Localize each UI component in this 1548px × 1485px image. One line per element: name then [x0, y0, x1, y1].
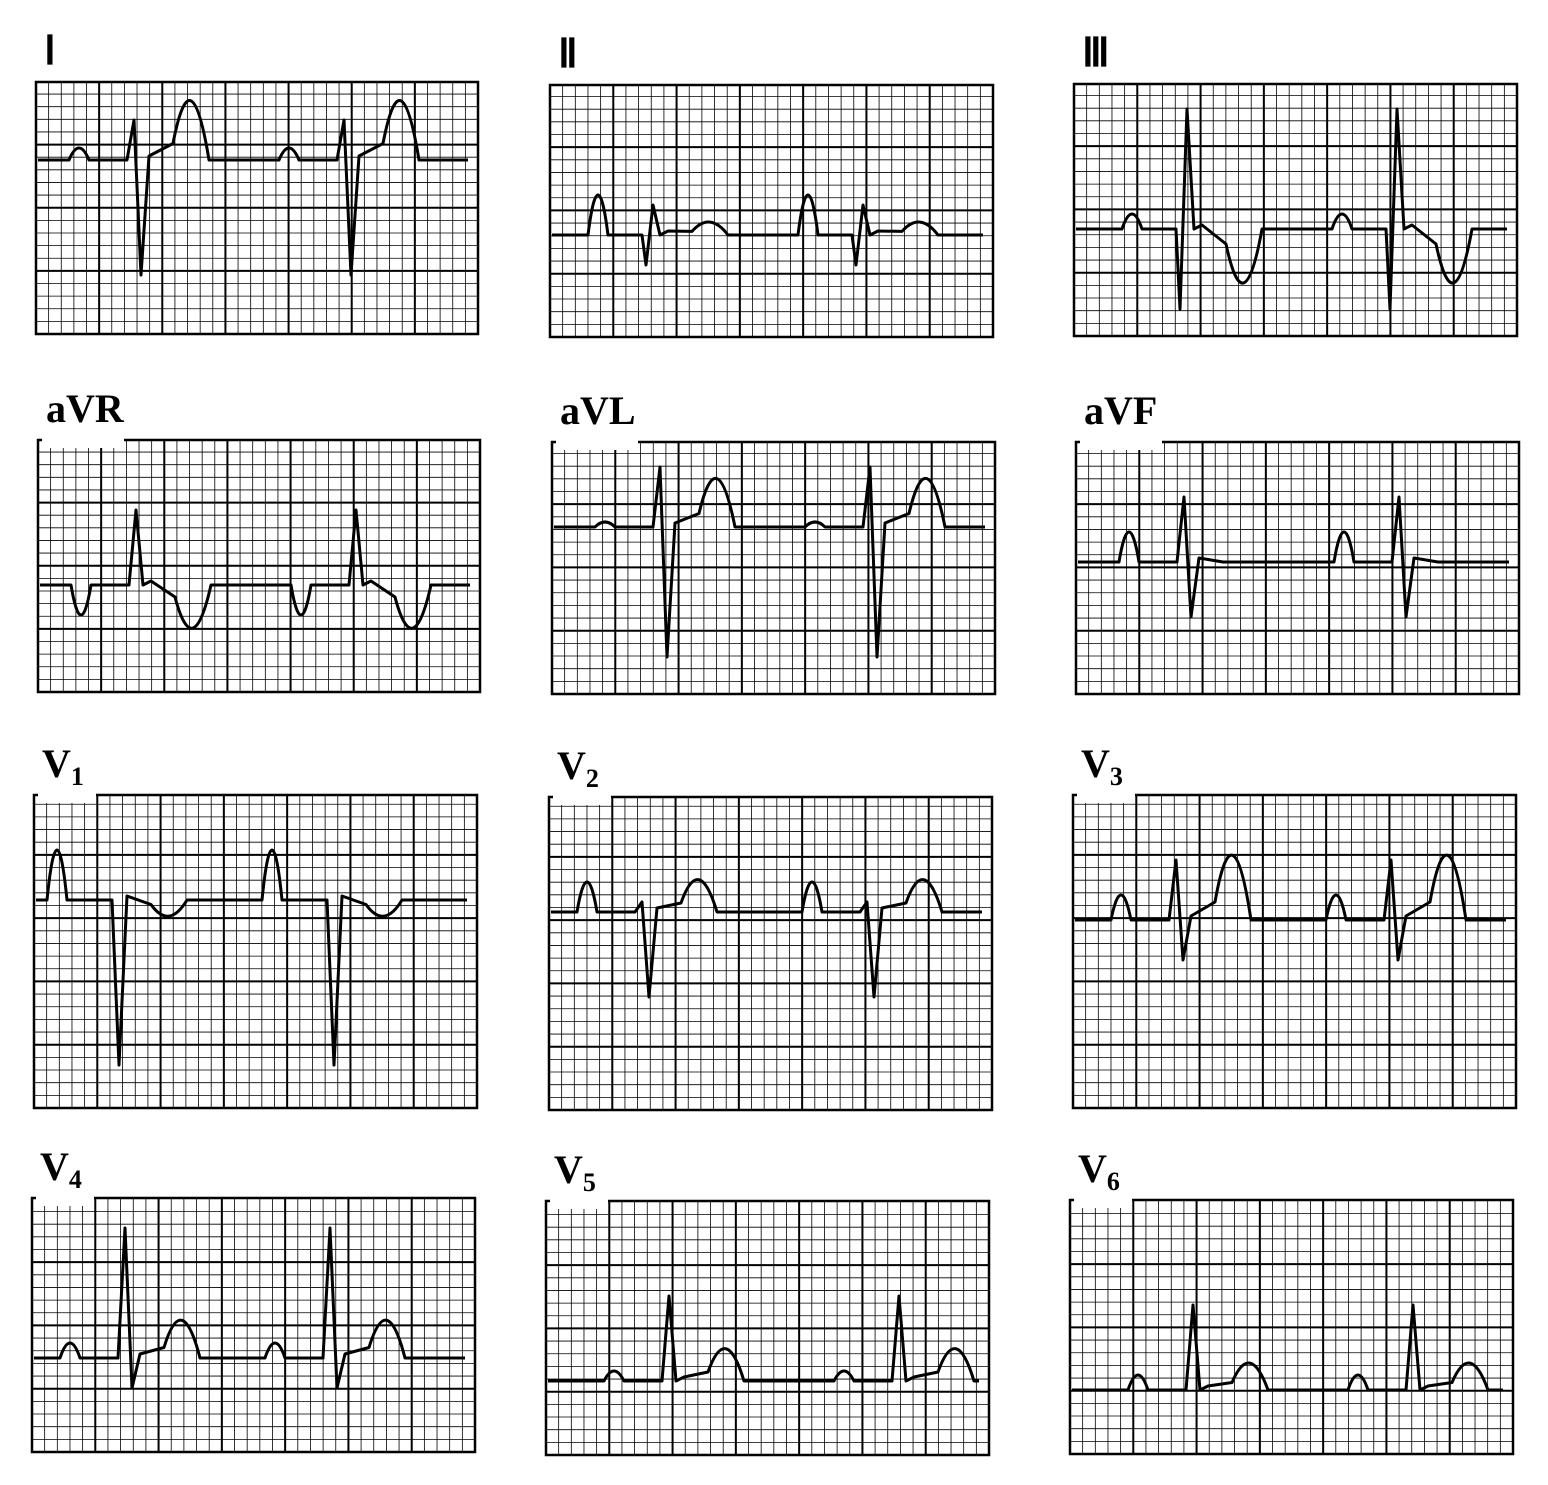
ecg-trace — [554, 465, 985, 659]
ecg-trace — [1072, 1303, 1503, 1392]
ecg-trace — [551, 878, 982, 999]
grid-paper — [32, 793, 479, 1110]
lead-subscript: 6 — [1107, 1167, 1120, 1196]
lead-subscript: 5 — [583, 1168, 596, 1197]
lead-subscript: 4 — [69, 1165, 82, 1194]
lead-name: V — [1078, 1146, 1107, 1191]
label-backdrop — [550, 1195, 608, 1209]
lead-label: Ⅰ — [44, 28, 56, 73]
lead-panel: V1 — [32, 741, 479, 1110]
lead-panel: Ⅲ — [1072, 30, 1519, 338]
lead-panel: V3 — [1071, 741, 1518, 1110]
lead-label: V2 — [557, 743, 599, 793]
lead-panel: aVR — [36, 386, 482, 694]
lead-subscript: 2 — [586, 764, 599, 793]
lead-label: V6 — [1078, 1146, 1120, 1196]
label-backdrop — [36, 1192, 94, 1206]
lead-panel: V5 — [544, 1147, 991, 1457]
lead-label: aVR — [46, 386, 125, 431]
ecg-trace — [1075, 853, 1506, 962]
lead-name: V — [42, 741, 71, 786]
label-backdrop — [553, 791, 611, 805]
ecg-trace — [40, 508, 470, 630]
lead-label: V4 — [40, 1144, 82, 1194]
lead-name: V — [557, 743, 586, 788]
ecg-trace — [548, 1294, 979, 1383]
lead-panel: V4 — [30, 1144, 477, 1454]
lead-name: Ⅰ — [44, 28, 56, 73]
lead-name: aVR — [46, 386, 125, 431]
lead-label: V3 — [1081, 741, 1123, 791]
label-backdrop — [1080, 436, 1162, 450]
lead-name: V — [40, 1144, 69, 1189]
label-backdrop — [1074, 1194, 1132, 1208]
lead-label: Ⅲ — [1082, 30, 1110, 75]
ecg-trace — [1076, 107, 1507, 311]
lead-name: aVF — [1084, 388, 1157, 433]
ecg-trace — [34, 1226, 465, 1390]
lead-name: V — [554, 1147, 583, 1192]
lead-name: Ⅱ — [558, 31, 578, 76]
ecg-trace — [552, 193, 983, 267]
lead-panel: Ⅰ — [34, 28, 480, 336]
lead-label: aVL — [560, 388, 636, 433]
lead-panel: Ⅱ — [548, 31, 995, 339]
label-backdrop — [42, 434, 124, 448]
label-backdrop — [38, 789, 96, 803]
lead-name: Ⅲ — [1082, 30, 1110, 75]
lead-panel: aVF — [1074, 388, 1521, 696]
lead-name: aVL — [560, 388, 636, 433]
ecg-trace — [36, 848, 467, 1067]
label-backdrop — [556, 436, 638, 450]
lead-label: V1 — [42, 741, 84, 791]
ecg-trace — [38, 99, 468, 277]
lead-panel: V2 — [547, 743, 994, 1112]
grid-paper — [1071, 793, 1518, 1110]
label-backdrop — [1077, 789, 1135, 803]
lead-label: aVF — [1084, 388, 1157, 433]
lead-name: V — [1081, 741, 1110, 786]
lead-subscript: 1 — [71, 762, 84, 791]
grid-paper — [547, 795, 994, 1112]
lead-panel: aVL — [550, 388, 997, 696]
lead-subscript: 3 — [1110, 762, 1123, 791]
lead-panel: V6 — [1068, 1146, 1515, 1456]
lead-label: V5 — [554, 1147, 596, 1197]
ecg-trace — [1078, 495, 1509, 619]
lead-label: Ⅱ — [558, 31, 578, 76]
